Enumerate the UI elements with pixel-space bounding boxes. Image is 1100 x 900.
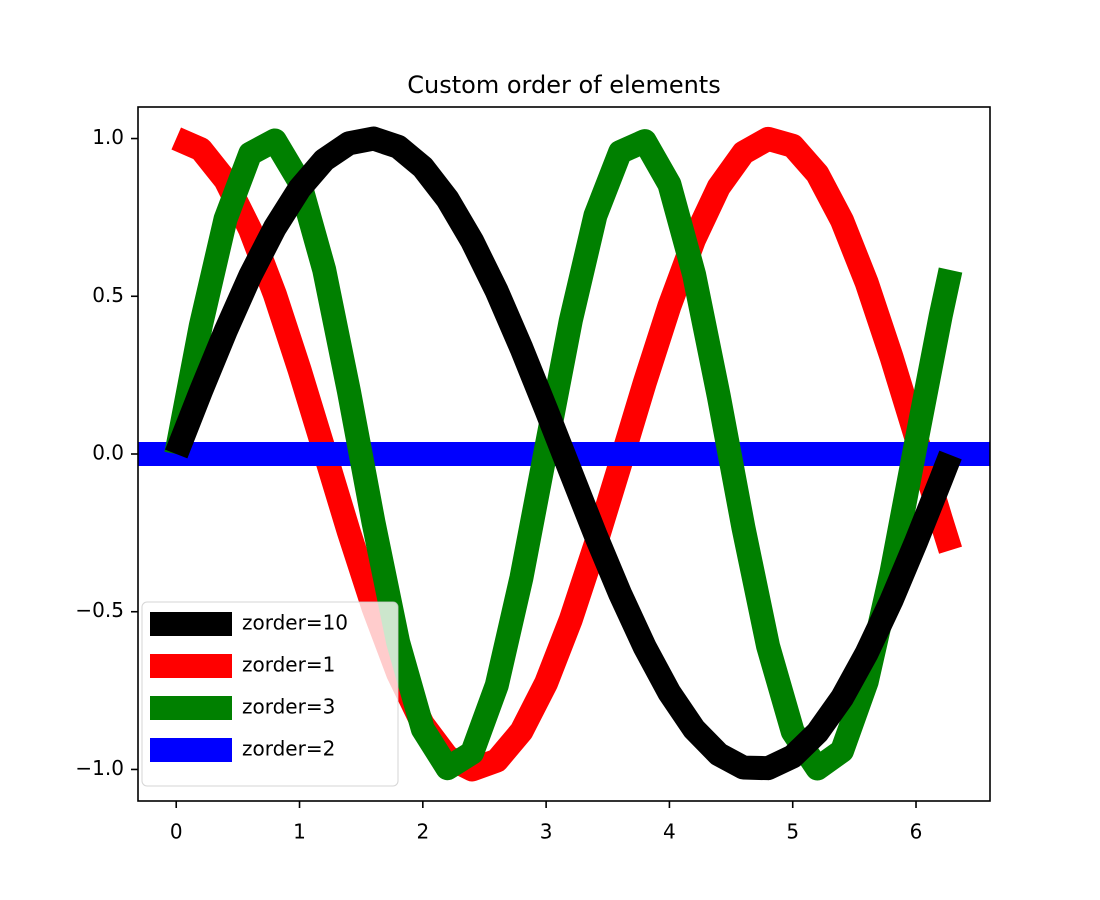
line — [164, 128, 963, 781]
x-tick-label: 2 — [416, 820, 429, 844]
x-tick-label: 1 — [293, 820, 306, 844]
y-tick-label: 1.0 — [92, 125, 124, 149]
y-tick-label: −1.0 — [75, 756, 124, 780]
y-tick-label: 0.0 — [92, 441, 124, 465]
legend-label: zorder=2 — [242, 737, 335, 761]
chart-title: Custom order of elements — [407, 71, 720, 99]
x-tick-label: 3 — [540, 820, 553, 844]
x-tick-label: 4 — [663, 820, 676, 844]
legend-label: zorder=10 — [242, 611, 348, 635]
x-tick-label: 5 — [786, 820, 799, 844]
line — [171, 126, 962, 782]
plot-area — [138, 126, 990, 782]
legend-label: zorder=1 — [242, 653, 335, 677]
line — [165, 126, 962, 781]
x-tick-label: 0 — [170, 820, 183, 844]
y-tick-label: −0.5 — [75, 598, 124, 622]
x-tick-label: 6 — [910, 820, 923, 844]
legend-label: zorder=3 — [242, 695, 335, 719]
y-tick-label: 0.5 — [92, 283, 124, 307]
